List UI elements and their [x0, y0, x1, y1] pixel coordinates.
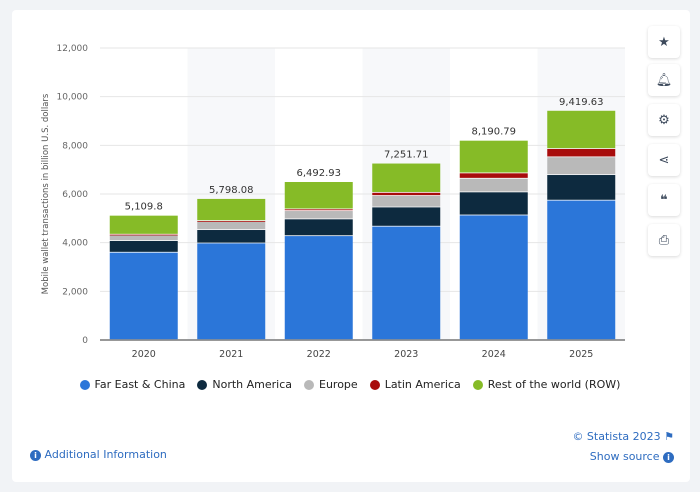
legend-label: Rest of the world (ROW): [487, 378, 621, 391]
bar-segment: [109, 215, 178, 234]
bar-segment: [459, 192, 528, 215]
legend-label: North America: [212, 378, 292, 391]
bar-segment: [284, 182, 353, 209]
legend: Far East & China North America Europe Latin…: [0, 378, 700, 391]
gear-icon: ⚙: [658, 112, 670, 128]
legend-marker: [304, 379, 314, 390]
bar-segment: [372, 163, 441, 192]
legend-label: Far East & China: [94, 378, 186, 391]
x-tick-label: 2024: [482, 349, 506, 360]
legend-item[interactable]: Europe: [304, 378, 358, 391]
bar-segment: [372, 226, 441, 340]
info-icon: i: [30, 449, 41, 461]
bar-segment: [372, 207, 441, 226]
bar-segment: [459, 215, 528, 340]
bell-icon: 🔔︎: [655, 72, 673, 88]
quote-icon: ❝: [660, 192, 668, 208]
legend-label: Europe: [319, 378, 358, 391]
legend-item[interactable]: North America: [197, 378, 292, 391]
data-label: 5,109.8: [125, 202, 163, 213]
notification-button[interactable]: 🔔︎: [648, 64, 680, 96]
y-axis-label: Mobile wallet transactions in billion U.…: [41, 93, 51, 294]
x-tick-label: 2020: [132, 349, 156, 360]
print-button[interactable]: ⎙: [648, 224, 680, 256]
bar-segment: [197, 243, 266, 340]
favorite-button[interactable]: ★: [648, 26, 680, 58]
x-tick-label: 2023: [394, 349, 418, 360]
bar-segment: [547, 175, 616, 200]
share-button[interactable]: ⋖: [648, 144, 680, 176]
legend-item[interactable]: Rest of the world (ROW): [472, 378, 621, 391]
data-label: 7,251.71: [384, 150, 429, 161]
y-tick-label: 6,000: [62, 190, 88, 200]
bar-segment: [547, 110, 616, 149]
legend-label: Latin America: [384, 378, 461, 391]
legend-item[interactable]: Latin America: [369, 378, 461, 391]
legend-marker: [197, 379, 208, 390]
bar-segment: [372, 192, 441, 196]
flag-icon: ⚑: [664, 430, 674, 443]
show-source-label: Show source: [589, 450, 660, 463]
bar-segment: [372, 195, 441, 207]
additional-information-link[interactable]: i Additional Information: [30, 448, 167, 461]
legend-marker: [472, 379, 483, 390]
bar-segment: [284, 209, 353, 211]
data-label: 5,798.08: [209, 185, 254, 196]
y-tick-label: 2,000: [62, 287, 88, 297]
settings-button[interactable]: ⚙: [648, 104, 680, 136]
bar-segment: [109, 235, 178, 241]
bar-segment: [109, 240, 178, 252]
bar-segment: [459, 173, 528, 178]
stacked-bar-chart: 0 2,000 4,000 6,000 8,000 10,000 12,000 5,109.8…: [41, 44, 625, 360]
bar-segment: [197, 230, 266, 243]
show-source-link[interactable]: Show source i: [590, 450, 674, 463]
bar-segment: [547, 148, 616, 157]
star-icon: ★: [658, 34, 670, 50]
info-icon: i: [663, 451, 674, 463]
bar-segment: [284, 236, 353, 340]
bar-segment: [197, 221, 266, 222]
data-label: 6,492.93: [296, 168, 341, 179]
copyright[interactable]: © Statista 2023 ⚑: [572, 430, 674, 443]
bar-segment: [197, 198, 266, 221]
bar-segment: [459, 140, 528, 173]
bar-segment: [459, 178, 528, 192]
data-label: 8,190.79: [471, 127, 516, 138]
y-tick-label: 4,000: [62, 239, 88, 249]
bar-segment: [109, 234, 178, 236]
bar-segment: [109, 252, 178, 340]
legend-marker: [369, 379, 380, 390]
print-icon: ⎙: [658, 232, 670, 248]
legend-item[interactable]: Far East & China: [79, 378, 186, 391]
share-icon: ⋖: [658, 152, 670, 168]
bar-segment: [284, 211, 353, 219]
cite-button[interactable]: ❝: [648, 184, 680, 216]
additional-information-label: Additional Information: [44, 448, 167, 461]
bar-segment: [547, 200, 616, 340]
y-tick-label: 10,000: [57, 93, 89, 103]
copyright-label: © Statista 2023: [572, 430, 661, 443]
data-label: 9,419.63: [559, 97, 604, 108]
x-tick-label: 2025: [569, 349, 593, 360]
x-tick-label: 2021: [219, 349, 243, 360]
bar-segment: [284, 219, 353, 236]
y-tick-label: 0: [82, 336, 88, 346]
y-tick-label: 12,000: [57, 44, 89, 54]
legend-marker: [79, 379, 90, 390]
bar-segment: [197, 221, 266, 230]
y-tick-label: 8,000: [62, 141, 88, 151]
x-tick-label: 2022: [307, 349, 331, 360]
bar-segment: [547, 157, 616, 175]
